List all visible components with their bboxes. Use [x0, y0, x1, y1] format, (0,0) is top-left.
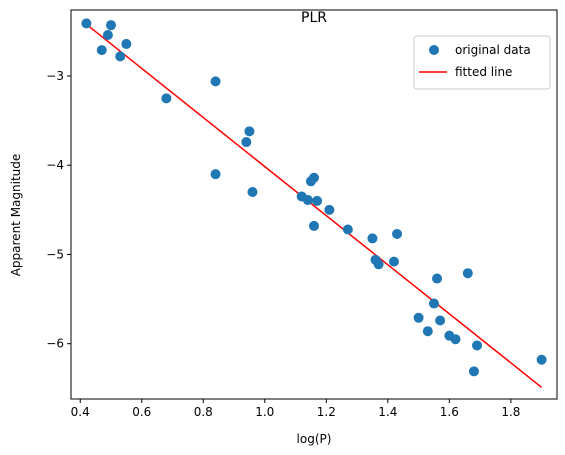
x-tick-label: 0.4 [71, 405, 90, 419]
fitted-line [85, 23, 543, 388]
series-layer [81, 18, 547, 388]
data-point [96, 45, 107, 56]
data-point [210, 76, 221, 87]
x-tick-label: 1.2 [317, 405, 336, 419]
data-point [81, 18, 92, 29]
data-point [435, 315, 446, 326]
x-tick-label: 0.6 [132, 405, 151, 419]
legend-box [413, 35, 551, 90]
data-point [309, 220, 319, 231]
data-point [210, 169, 221, 180]
data-point [247, 187, 258, 198]
data-point [102, 29, 113, 40]
data-point [373, 259, 384, 270]
axes-frame [70, 9, 558, 400]
chart-title: PLR [301, 10, 327, 26]
data-point [324, 204, 335, 215]
data-point [432, 273, 443, 284]
x-axis-label: log(P) [297, 432, 332, 446]
data-point [161, 93, 172, 104]
y-tick-label: −6 [46, 337, 64, 351]
data-point [472, 340, 483, 351]
data-point [244, 126, 255, 137]
data-point [342, 224, 353, 235]
data-point [302, 195, 313, 206]
x-tick-label: 1.8 [501, 405, 520, 419]
data-point [422, 326, 433, 337]
data-point [115, 51, 126, 62]
legend: original data fitted line [413, 35, 551, 90]
y-axis-label: Apparent Magnitude [9, 154, 23, 277]
legend-label-fitted-line: fitted line [455, 65, 512, 79]
x-tick-label: 1.4 [378, 405, 397, 419]
data-point [413, 312, 424, 323]
data-point [450, 334, 461, 345]
legend-marker-original-data [429, 45, 439, 55]
data-point [428, 298, 439, 309]
data-point [536, 354, 547, 365]
data-point [392, 228, 403, 239]
legend-label-original-data: original data [455, 43, 531, 57]
y-tick-label: −3 [46, 69, 64, 83]
data-point [468, 366, 479, 377]
x-tick-label: 0.8 [194, 405, 213, 419]
x-tick-label: 1.0 [255, 405, 274, 419]
data-point [121, 38, 132, 49]
y-tick-label: −5 [46, 247, 64, 261]
data-point [241, 137, 252, 148]
x-tick-label: 1.6 [440, 405, 459, 419]
x-axis: 0.4 0.6 0.8 1.0 1.2 1.4 1.6 1.8 [71, 399, 520, 419]
data-point [462, 268, 473, 279]
data-point [312, 195, 323, 206]
data-point [367, 233, 378, 244]
data-point [309, 172, 319, 183]
y-tick-label: −4 [46, 158, 64, 172]
data-point [388, 256, 399, 267]
y-axis: −3 −4 −5 −6 [46, 69, 71, 351]
data-point [105, 20, 116, 31]
